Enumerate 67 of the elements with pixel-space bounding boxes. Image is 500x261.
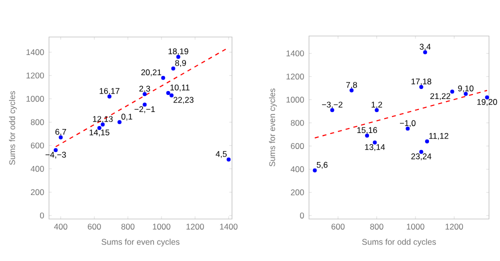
annotation: 4,5 — [216, 151, 227, 158]
point — [171, 66, 176, 70]
point — [226, 157, 231, 162]
y-tick-label: 1200 — [26, 72, 44, 78]
x-tick-label: 600 — [88, 224, 101, 230]
annotation: −3,−2 — [322, 102, 342, 109]
x-tick-label: 1400 — [220, 224, 238, 230]
annotation: 6,7 — [55, 128, 66, 136]
y-axis-title: Sums for even cycles — [269, 88, 277, 166]
y-tick-label: 800 — [290, 120, 304, 126]
point — [166, 90, 170, 96]
annotation: 14,15 — [90, 130, 110, 136]
y-tick-label: 600 — [30, 142, 44, 148]
annotation: 11,12 — [429, 132, 448, 140]
x-tick-label: 1000 — [152, 224, 170, 230]
x-axis-title: Sums for odd cycles — [362, 238, 436, 246]
annotation: 8,9 — [175, 60, 186, 67]
y-axis-title: Sums for odd cycles — [9, 91, 17, 165]
x-tick-label: 1200 — [186, 224, 204, 230]
annotation: −2,−1 — [134, 106, 155, 114]
y-tick-label: 400 — [290, 166, 304, 172]
y-tick-label: 800 — [30, 119, 44, 126]
annotation: 20,21 — [141, 69, 162, 76]
annotation: 7,8 — [346, 82, 357, 89]
y-tick-label: 200 — [290, 189, 304, 196]
x-tick-label: 1200 — [446, 224, 464, 230]
point — [425, 139, 430, 144]
point — [170, 93, 174, 98]
x-tick-label: 800 — [121, 224, 134, 230]
y-tick-label: 600 — [290, 143, 304, 149]
y-tick-label: 1000 — [26, 96, 44, 102]
annotation: 15,16 — [357, 127, 378, 134]
y-tick-label: 200 — [30, 189, 44, 196]
annotation: 0,1 — [121, 114, 132, 121]
point — [450, 90, 454, 94]
x-axis-title: Sums for even cycles — [102, 238, 180, 246]
annotation: 10,11 — [170, 84, 190, 92]
annotation: 1,2 — [372, 102, 382, 109]
point — [312, 168, 317, 172]
point — [161, 76, 166, 80]
y-tick-label: 0 — [40, 212, 44, 218]
annotation: 23,24 — [411, 153, 432, 160]
x-tick-label: 400 — [54, 224, 68, 230]
y-tick-label: 1200 — [286, 74, 304, 80]
annotation: −4,−3 — [46, 152, 66, 159]
annotation: 19,20 — [477, 98, 498, 106]
y-tick-label: 400 — [30, 166, 44, 172]
annotation: 3,4 — [420, 44, 431, 51]
y-tick-label: 1000 — [286, 96, 304, 103]
y-tick-label: 0 — [300, 212, 304, 218]
annotation: 16,17 — [100, 88, 120, 95]
annotation: −1,0 — [400, 120, 416, 128]
annotation: 22,23 — [174, 96, 194, 104]
annotation: 2,3 — [139, 86, 150, 93]
annotation: 13,14 — [365, 144, 385, 151]
annotation: 21,22 — [430, 93, 450, 100]
annotation: 9,10 — [458, 85, 474, 92]
annotation: 18,19 — [168, 48, 188, 56]
annotation: 17,18 — [412, 78, 432, 86]
point — [118, 120, 122, 124]
annotation: 12,13 — [93, 116, 113, 123]
x-tick-label: 1000 — [406, 224, 424, 230]
y-tick-label: 1400 — [26, 49, 44, 56]
x-tick-label: 800 — [370, 224, 384, 230]
x-tick-label: 600 — [332, 224, 345, 230]
annotation: 5,6 — [316, 162, 328, 169]
y-tick-label: 1400 — [286, 50, 304, 56]
